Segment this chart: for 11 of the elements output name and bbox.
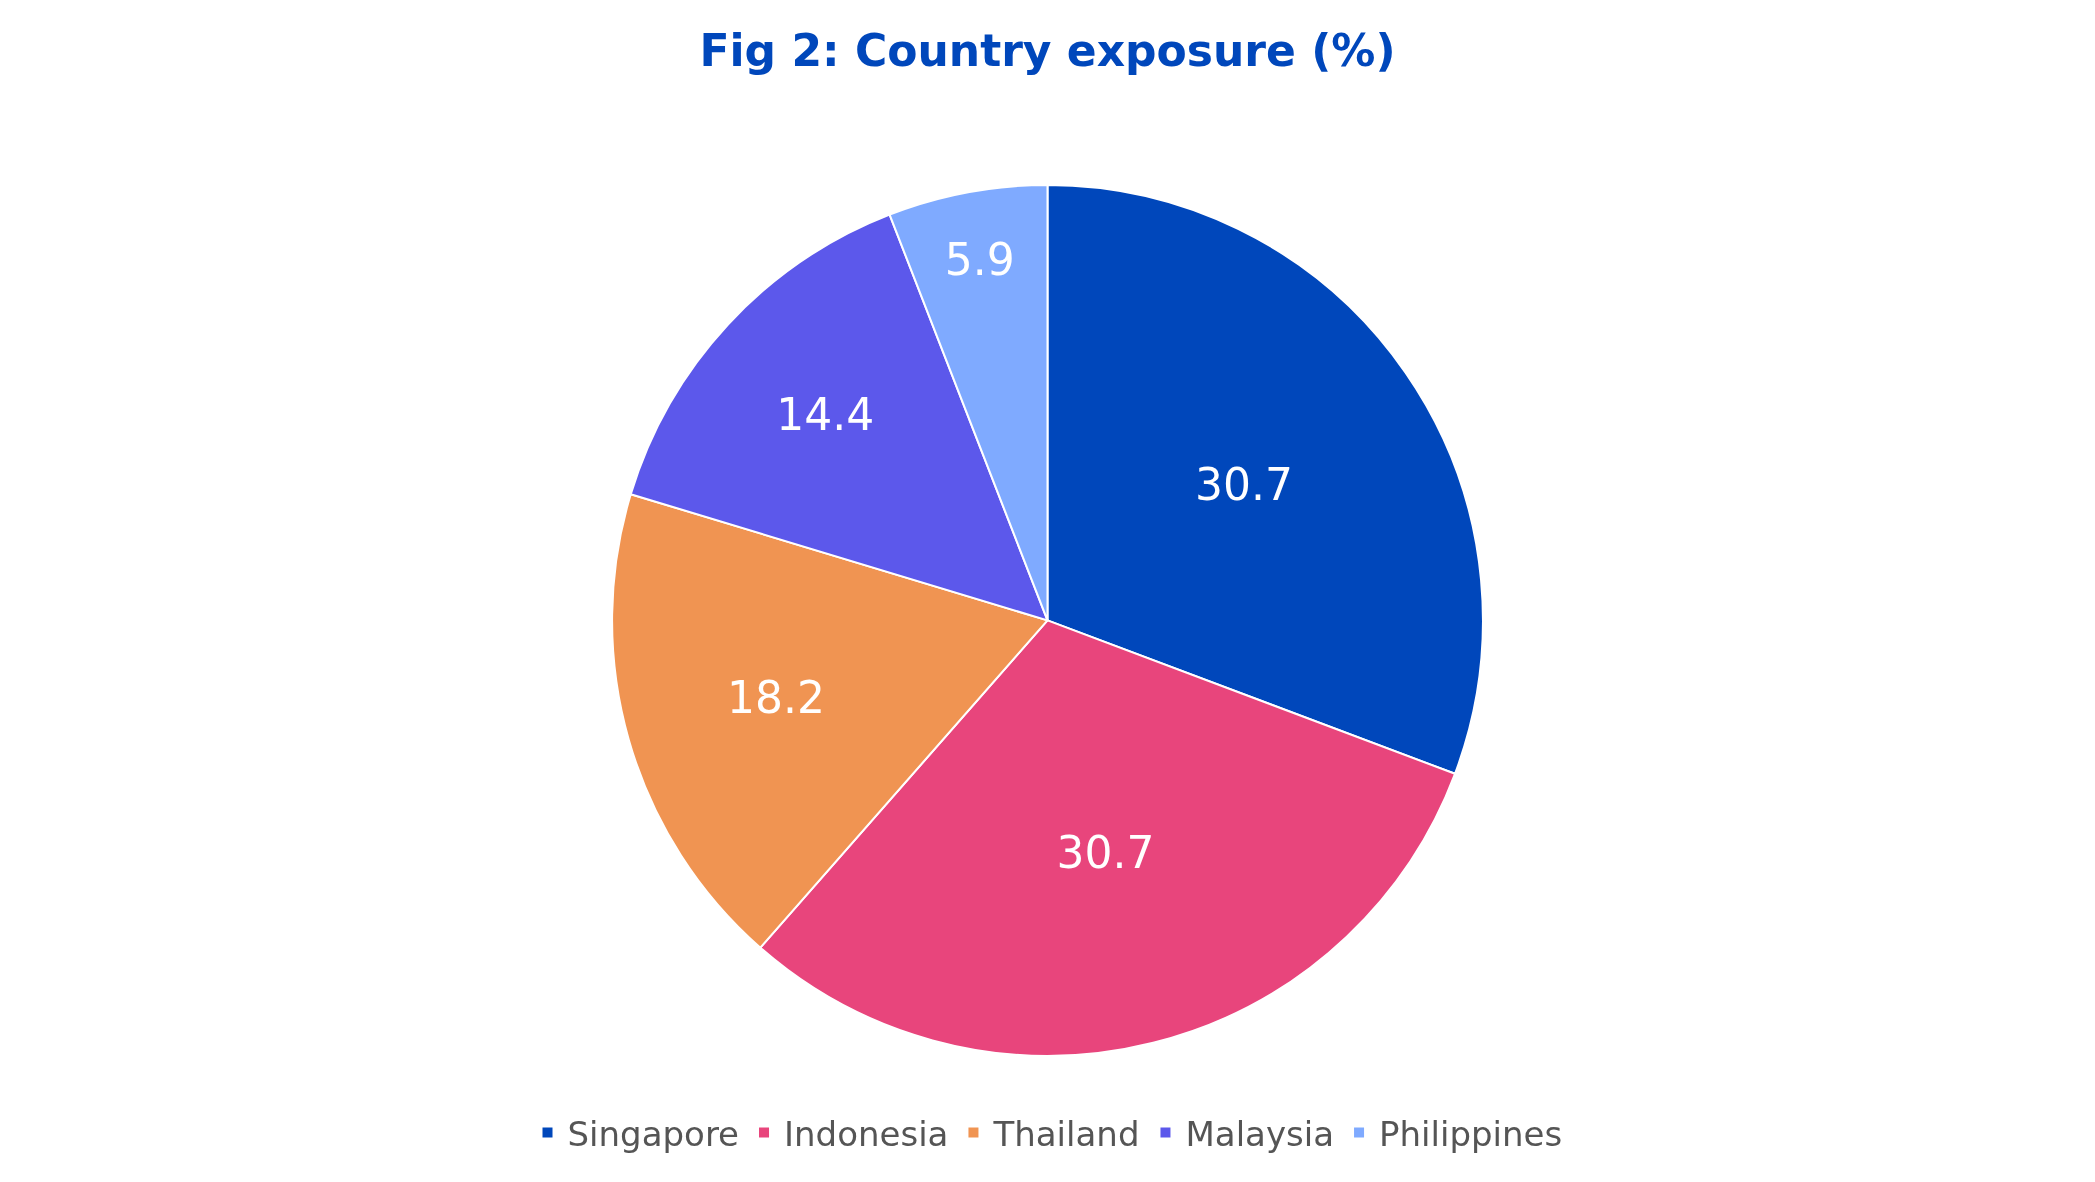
legend-label: Indonesia <box>784 1113 949 1154</box>
legend-label: Malaysia <box>1185 1113 1335 1154</box>
legend-label: Singapore <box>567 1113 740 1154</box>
data-label: 5.9 <box>944 233 1015 285</box>
data-label: 14.4 <box>776 389 875 441</box>
data-label: 30.7 <box>1195 458 1293 510</box>
chart-title: Fig 2: Country exposure (%) <box>699 25 1396 77</box>
data-label: 30.7 <box>1056 826 1155 878</box>
data-label: 18.2 <box>726 672 825 724</box>
legend-label: Thailand <box>992 1113 1140 1154</box>
legend-label: Philippines <box>1379 1113 1563 1154</box>
